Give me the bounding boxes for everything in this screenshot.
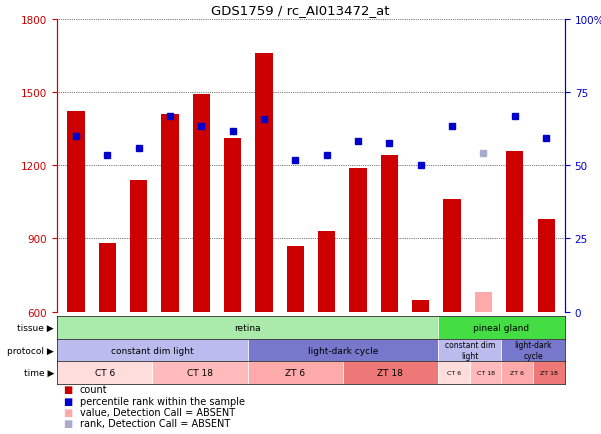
Bar: [57, 339, 248, 362]
Bar: [67, 112, 85, 312]
Text: pineal gland: pineal gland: [474, 323, 529, 332]
Bar: [506, 151, 523, 312]
Bar: [99, 244, 116, 312]
Text: constant dim light: constant dim light: [111, 346, 194, 355]
Text: CT 6: CT 6: [94, 368, 115, 377]
Bar: [318, 232, 335, 312]
Text: time ▶: time ▶: [23, 368, 54, 377]
Text: ■: ■: [63, 407, 72, 417]
Text: percentile rank within the sample: percentile rank within the sample: [80, 396, 245, 405]
Text: retina: retina: [234, 323, 261, 332]
Text: CT 6: CT 6: [447, 370, 461, 375]
Bar: [248, 362, 343, 384]
Bar: [255, 54, 273, 312]
Text: count: count: [80, 385, 108, 394]
Text: ■: ■: [63, 385, 72, 394]
Bar: [57, 316, 438, 339]
Bar: [343, 362, 438, 384]
Bar: [533, 362, 565, 384]
Bar: [444, 200, 461, 312]
Bar: [438, 339, 501, 362]
Bar: [57, 362, 152, 384]
Bar: [287, 246, 304, 312]
Text: tissue ▶: tissue ▶: [17, 323, 54, 332]
Text: ■: ■: [63, 418, 72, 428]
Bar: [412, 300, 429, 312]
Text: rank, Detection Call = ABSENT: rank, Detection Call = ABSENT: [80, 418, 230, 428]
Text: ZT 6: ZT 6: [510, 370, 524, 375]
Text: ■: ■: [63, 396, 72, 405]
Bar: [501, 362, 533, 384]
Text: protocol ▶: protocol ▶: [7, 346, 54, 355]
Bar: [152, 362, 248, 384]
Text: constant dim
light: constant dim light: [445, 341, 495, 360]
Bar: [248, 339, 438, 362]
Text: CT 18: CT 18: [477, 370, 495, 375]
Text: ZT 18: ZT 18: [540, 370, 558, 375]
Bar: [161, 115, 178, 312]
Bar: [349, 168, 367, 312]
Text: GDS1759 / rc_AI013472_at: GDS1759 / rc_AI013472_at: [211, 4, 390, 17]
Bar: [475, 293, 492, 312]
Bar: [381, 156, 398, 312]
Text: ZT 6: ZT 6: [285, 368, 305, 377]
Text: light-dark
cycle: light-dark cycle: [514, 341, 552, 360]
Bar: [193, 95, 210, 312]
Text: CT 18: CT 18: [187, 368, 213, 377]
Bar: [470, 362, 501, 384]
Bar: [438, 316, 565, 339]
Text: light-dark cycle: light-dark cycle: [308, 346, 378, 355]
Text: ZT 18: ZT 18: [377, 368, 403, 377]
Bar: [130, 181, 147, 312]
Bar: [501, 339, 565, 362]
Text: value, Detection Call = ABSENT: value, Detection Call = ABSENT: [80, 407, 235, 417]
Bar: [224, 139, 241, 312]
Bar: [438, 362, 470, 384]
Bar: [537, 220, 555, 312]
